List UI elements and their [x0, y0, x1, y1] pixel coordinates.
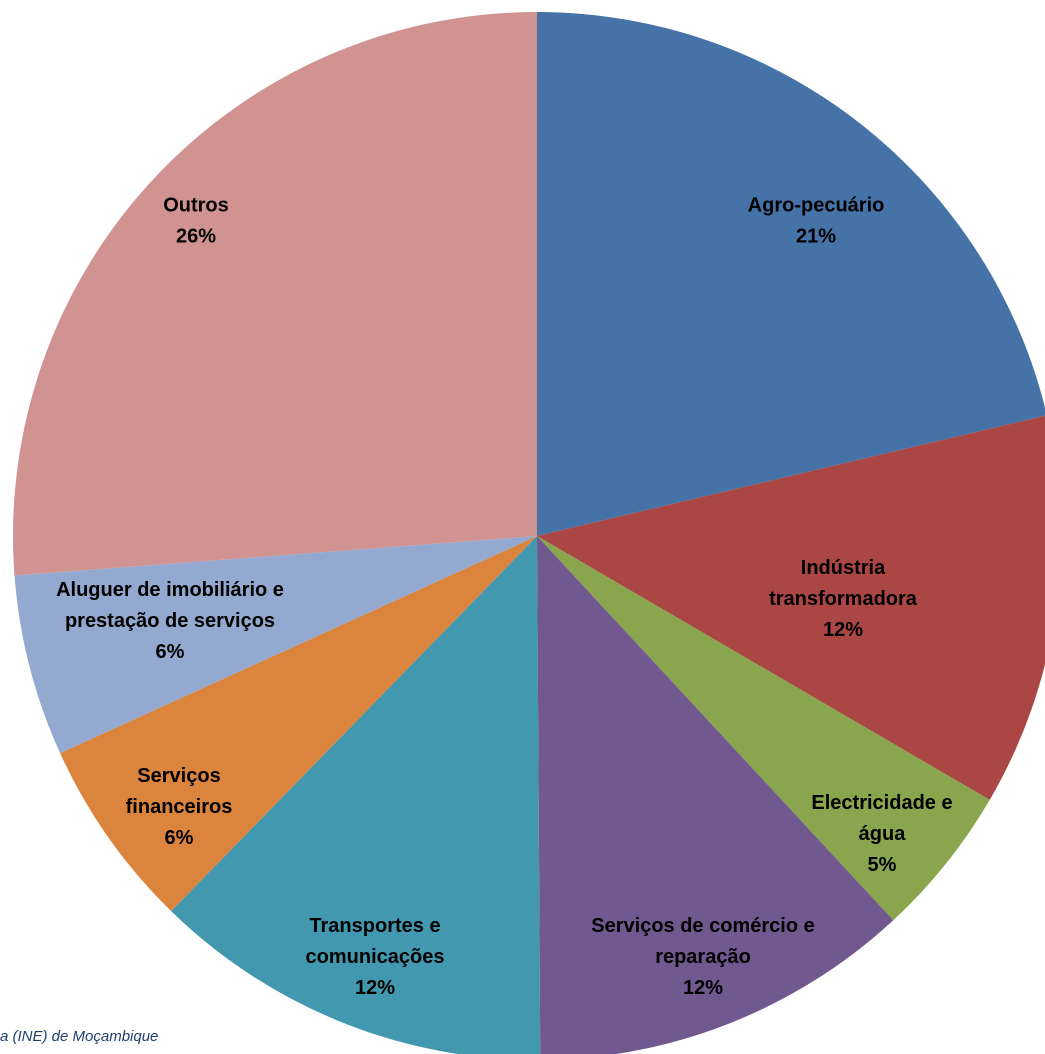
slice-name-line: prestação de serviços [65, 610, 275, 632]
slice-name-line: financeiros [126, 796, 233, 818]
slice-name-line: Serviços [137, 765, 220, 787]
slice-name-line: Agro-pecuário [748, 195, 885, 217]
slice-name-line: Outros [163, 195, 229, 217]
slice-percent: 12% [355, 977, 395, 999]
slice-name-line: Indústria [801, 557, 886, 579]
slice-percent: 5% [868, 854, 897, 876]
slice-name-line: comunicações [306, 946, 445, 968]
slice-percent: 26% [176, 226, 216, 248]
pie-slice [13, 12, 537, 575]
slice-name-line: Aluguer de imobiliário e [56, 579, 284, 601]
slice-name-line: Electricidade e [811, 792, 952, 814]
slice-percent: 21% [796, 226, 836, 248]
slice-name-line: reparação [655, 946, 751, 968]
slice-percent: 12% [823, 619, 863, 641]
slice-name-line: água [859, 823, 907, 845]
source-note: a (INE) de Moçambique [0, 1028, 158, 1045]
slice-name-line: transformadora [769, 588, 918, 610]
slice-percent: 12% [683, 977, 723, 999]
slice-name-line: Serviços de comércio e [591, 915, 814, 937]
slice-percent: 6% [156, 641, 185, 663]
slice-name-line: Transportes e [309, 915, 440, 937]
pie-slices [13, 12, 1045, 1054]
slice-percent: 6% [165, 827, 194, 849]
